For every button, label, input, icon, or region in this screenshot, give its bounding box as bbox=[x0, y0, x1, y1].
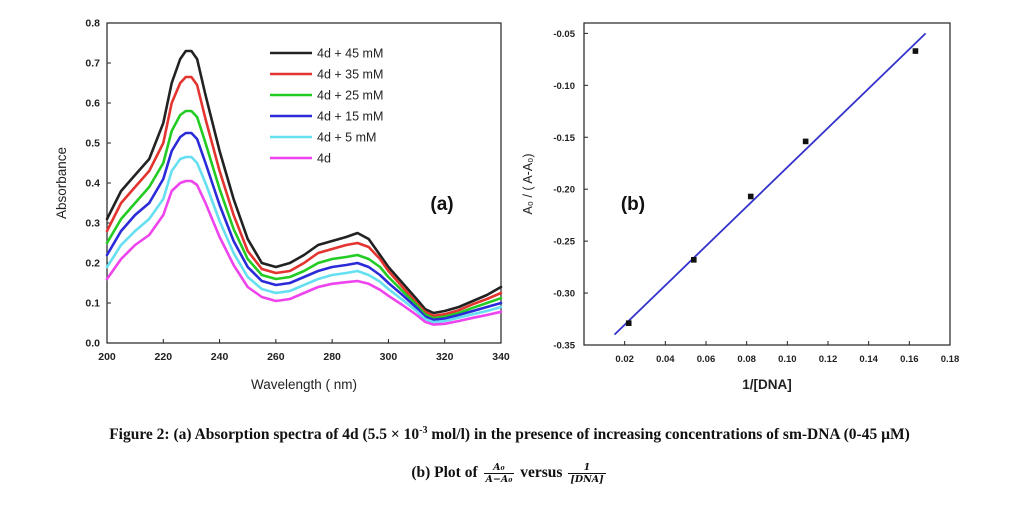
caption-text-b: mol/l) in the presence of increasing con… bbox=[427, 426, 910, 444]
spectrum-line bbox=[105, 109, 503, 320]
data-point bbox=[747, 193, 754, 200]
panel-b-x-tick-label: 0.08 bbox=[737, 354, 756, 365]
data-point bbox=[625, 320, 632, 326]
caption-versus: versus bbox=[520, 464, 563, 482]
panel-a-y-tick-label: 0.6 bbox=[85, 98, 100, 110]
panel-a-x-tick-label: 280 bbox=[323, 351, 341, 363]
panel-b-x-tick-label: 0.16 bbox=[900, 354, 919, 365]
panel-b-y-tick-label: -0.20 bbox=[553, 185, 575, 196]
panel-a-y-tick-label: 0.1 bbox=[85, 298, 100, 310]
panel-a-frame bbox=[106, 22, 502, 344]
panel-a-x-tick-label: 260 bbox=[267, 351, 285, 363]
data-point bbox=[691, 257, 697, 263]
panel-b-x-tick-label: 0.14 bbox=[859, 354, 878, 365]
panel-b-label: (b) bbox=[621, 194, 645, 215]
panel-b-x-tick-label: 0.04 bbox=[656, 354, 675, 365]
panel-a-x-tick-label: 220 bbox=[155, 351, 173, 363]
fit-line bbox=[613, 32, 927, 336]
panel-a-y-axis-label: Absorbance bbox=[54, 147, 69, 219]
data-point bbox=[802, 138, 809, 145]
panel-a-x-tick-label: 320 bbox=[436, 351, 454, 363]
caption-superscript: -3 bbox=[419, 425, 428, 436]
panel-b-x-axis-label: 1/[DNA] bbox=[742, 377, 792, 392]
panel-a-label: (a) bbox=[430, 194, 453, 215]
fraction-a0-over-a-minus-a0: A₀ A−A₀ bbox=[483, 462, 515, 485]
spectrum-line bbox=[105, 155, 503, 324]
caption-plot-of: (b) Plot of bbox=[411, 464, 478, 482]
legend-label: 4d + 5 mM bbox=[317, 131, 376, 145]
spectrum-line bbox=[105, 75, 503, 318]
panel-a-x-tick-label: 300 bbox=[380, 351, 398, 363]
panel-b-y-axis-label: A₀ / ( A-A₀) bbox=[521, 153, 535, 214]
panel-a-x-axis-label: Wavelength ( nm) bbox=[251, 377, 357, 392]
legend-label: 4d + 35 mM bbox=[317, 68, 383, 82]
spectrum-line bbox=[105, 131, 503, 322]
panel-b-frame bbox=[583, 22, 951, 346]
panel-b-x-tick-label: 0.12 bbox=[819, 354, 838, 365]
panel-b-y-tick-label: -0.15 bbox=[553, 133, 575, 144]
panel-b-x-tick-label: 0.02 bbox=[615, 354, 634, 365]
spectrum-line bbox=[105, 179, 503, 326]
panel-a-y-tick-label: 0.0 bbox=[85, 338, 100, 350]
panel-b-y-tick-label: -0.10 bbox=[553, 81, 575, 92]
fraction2-numerator: 1 bbox=[568, 462, 606, 474]
panel-a-x-tick-label: 200 bbox=[98, 351, 116, 363]
fraction1-denominator: A−A₀ bbox=[485, 474, 513, 485]
legend-label: 4d + 15 mM bbox=[317, 110, 383, 124]
panel-a-x-tick-label: 240 bbox=[211, 351, 229, 363]
data-point bbox=[912, 48, 919, 54]
panel-b-x-tick-label: 0.10 bbox=[778, 354, 797, 365]
panel-a-x-tick-label: 340 bbox=[492, 351, 510, 363]
fraction2-denominator: [DNA] bbox=[570, 474, 604, 485]
panel-a-y-tick-label: 0.2 bbox=[85, 258, 100, 270]
legend-label: 4d + 25 mM bbox=[317, 89, 383, 103]
panel-a-y-tick-label: 0.4 bbox=[85, 178, 100, 190]
panel-b-y-tick-label: -0.35 bbox=[553, 341, 575, 352]
panel-a-y-tick-label: 0.7 bbox=[85, 58, 100, 70]
figure-caption-line2: (b) Plot of A₀ A−A₀ versus 1 [DNA] bbox=[0, 462, 1019, 485]
panel-b-x-tick-label: 0.06 bbox=[697, 354, 716, 365]
spectrum-line bbox=[105, 49, 503, 315]
panel-a-y-tick-label: 0.3 bbox=[85, 218, 100, 230]
figure-caption-line1: Figure 2: (a) Absorption spectra of 4d (… bbox=[0, 425, 1019, 444]
panel-a-y-tick-label: 0.5 bbox=[85, 138, 100, 150]
panel-b-y-tick-label: -0.25 bbox=[553, 237, 575, 248]
panel-b-x-tick-label: 0.18 bbox=[941, 354, 960, 365]
legend-label: 4d + 45 mM bbox=[317, 47, 383, 61]
fraction-1-over-dna: 1 [DNA] bbox=[568, 462, 606, 485]
fraction1-numerator: A₀ bbox=[483, 462, 515, 474]
panel-b-y-tick-label: -0.05 bbox=[553, 29, 575, 40]
panel-a-y-tick-label: 0.8 bbox=[85, 18, 100, 30]
panel-b-y-tick-label: -0.30 bbox=[553, 289, 575, 300]
legend-label: 4d bbox=[317, 152, 331, 166]
caption-text-a: Figure 2: (a) Absorption spectra of 4d (… bbox=[109, 426, 420, 444]
